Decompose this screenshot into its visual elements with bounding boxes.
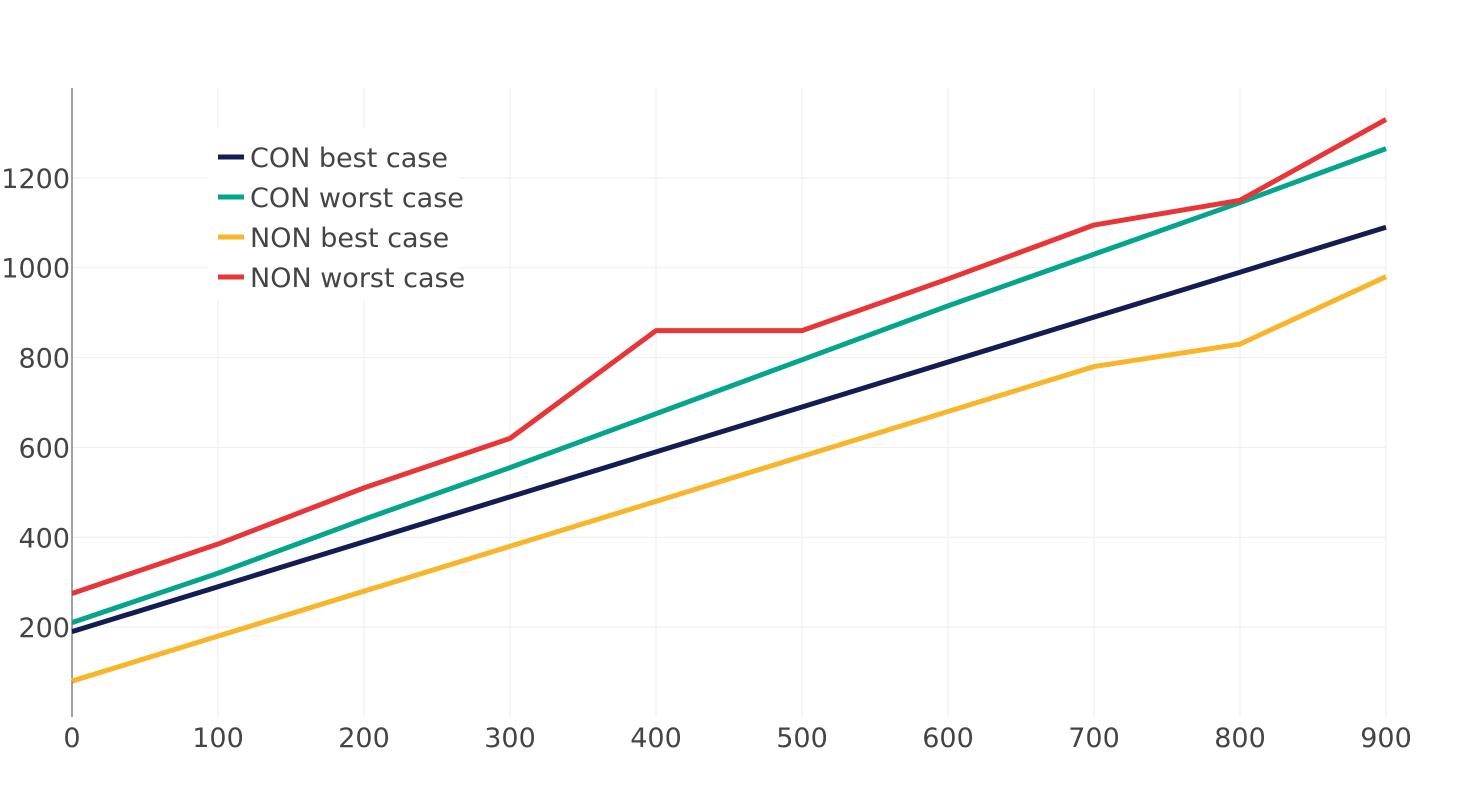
y-tick-label: 600 xyxy=(18,433,70,464)
legend: CON best case CON worst case NON best case… xyxy=(208,128,465,300)
series-line-non-best-case xyxy=(71,274,1388,684)
series-line-con-best-case xyxy=(71,224,1387,635)
legend-background xyxy=(208,128,460,300)
x-tick-label: 800 xyxy=(1214,723,1266,754)
x-axis-ticks: 0 100 200 300 400 500 600 700 800 900 xyxy=(63,723,1411,754)
y-tick-label: 1000 xyxy=(1,254,70,285)
series-line-con-worst-case xyxy=(71,146,1387,626)
x-tick-label: 900 xyxy=(1360,723,1412,754)
x-tick-label: 600 xyxy=(922,723,974,754)
y-axis-ticks: 200 400 600 800 1000 1200 xyxy=(1,164,70,644)
y-tick-label: 400 xyxy=(18,523,70,554)
legend-label: NON worst case xyxy=(250,263,465,294)
y-tick-label: 1200 xyxy=(1,164,70,195)
y-tick-label: 800 xyxy=(18,344,70,375)
legend-label: NON best case xyxy=(250,223,449,254)
legend-label: CON best case xyxy=(250,143,448,174)
series-lines xyxy=(71,117,1388,684)
x-tick-label: 300 xyxy=(484,723,536,754)
x-tick-label: 200 xyxy=(338,723,390,754)
x-tick-label: 100 xyxy=(192,723,244,754)
legend-label: CON worst case xyxy=(250,183,464,214)
x-tick-label: 400 xyxy=(630,723,682,754)
x-tick-label: 0 xyxy=(63,723,80,754)
y-tick-label: 200 xyxy=(18,613,70,644)
x-tick-label: 700 xyxy=(1068,723,1120,754)
x-tick-label: 500 xyxy=(776,723,828,754)
series-line-non-worst-case xyxy=(71,117,1388,596)
